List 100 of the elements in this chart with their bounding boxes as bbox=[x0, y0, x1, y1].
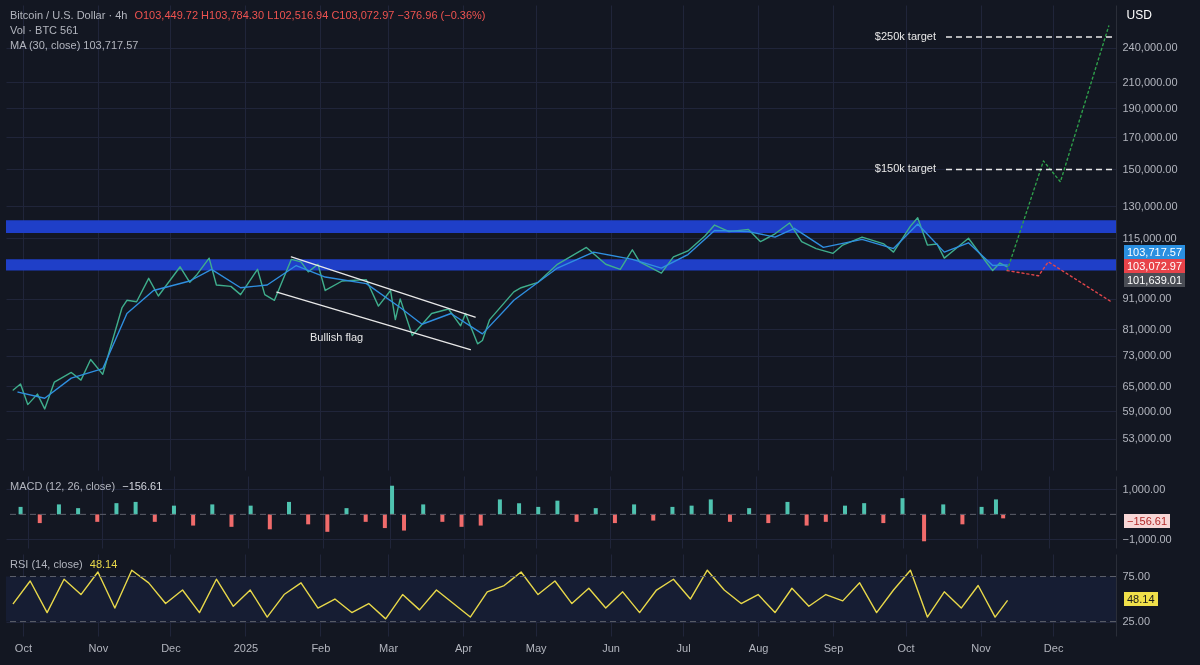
bar bbox=[574, 514, 579, 522]
bar bbox=[632, 504, 637, 515]
text: 101,639.01 bbox=[1124, 273, 1186, 287]
y-tick-label: 115,000.00 bbox=[1122, 231, 1177, 244]
x-tick-label: Jul bbox=[676, 641, 691, 654]
bar bbox=[344, 508, 349, 515]
y-tick-label: 53,000.00 bbox=[1122, 432, 1172, 445]
x-tick-label: Feb bbox=[311, 641, 331, 654]
x-tick-label: Dec bbox=[161, 641, 182, 654]
y-tick-label: 170,000.00 bbox=[1122, 130, 1178, 143]
x-tick-label: Nov bbox=[971, 641, 992, 654]
bar bbox=[536, 506, 541, 515]
bar bbox=[171, 505, 176, 515]
bar bbox=[421, 504, 426, 515]
bar bbox=[612, 514, 617, 524]
x-tick-label: Dec bbox=[1043, 641, 1064, 654]
bar bbox=[842, 505, 847, 515]
x-tick-label: Mar bbox=[379, 641, 399, 654]
chart-title: Bitcoin / U.S. Dollar · 4h bbox=[10, 9, 128, 21]
chart-title: RSI (14, close) bbox=[10, 558, 83, 570]
x-tick-label: Oct bbox=[897, 641, 915, 654]
chart-subtitle: −156.61 bbox=[121, 480, 163, 492]
bar bbox=[979, 506, 984, 515]
y-axis-title: USD bbox=[1126, 7, 1153, 22]
bar bbox=[56, 504, 61, 515]
bar bbox=[18, 506, 23, 515]
y-tick-label: 81,000.00 bbox=[1122, 322, 1172, 335]
bar bbox=[306, 514, 311, 525]
line-series bbox=[12, 569, 1008, 620]
bar bbox=[993, 499, 998, 515]
bar bbox=[478, 514, 483, 526]
x-tick-label: May bbox=[525, 641, 547, 654]
x-tick-label: Aug bbox=[748, 641, 769, 654]
y-tick-label: 73,000.00 bbox=[1122, 349, 1172, 362]
y-tick-label: 75.00 bbox=[1122, 570, 1151, 583]
ref-line-label: $250k target bbox=[874, 30, 936, 43]
y-tick-label: −1,000.00 bbox=[1122, 532, 1172, 545]
bar bbox=[804, 514, 809, 526]
bar bbox=[922, 514, 927, 542]
bar bbox=[325, 514, 330, 532]
chart-subtitle: 48.14 bbox=[88, 558, 118, 570]
bar bbox=[459, 514, 464, 527]
bar bbox=[229, 514, 234, 527]
y-tick-label: 210,000.00 bbox=[1122, 75, 1178, 88]
y-tick-label: 65,000.00 bbox=[1122, 379, 1172, 392]
bar bbox=[210, 504, 215, 515]
bar bbox=[382, 514, 387, 529]
bar bbox=[689, 505, 694, 515]
bar bbox=[267, 514, 272, 530]
x-tick-label: Nov bbox=[88, 641, 109, 654]
x-tick-label: 2025 bbox=[233, 641, 259, 654]
x-tick-label: Jun bbox=[602, 641, 620, 654]
y-tick-label: 150,000.00 bbox=[1122, 162, 1178, 175]
text: 48.14 bbox=[1124, 592, 1158, 606]
text: 103,717.57 bbox=[1124, 245, 1186, 259]
bar bbox=[497, 499, 502, 515]
chart-title: MACD (12, 26, close) bbox=[10, 480, 116, 492]
line-series bbox=[1006, 261, 1112, 303]
x-tick-label: Sep bbox=[823, 641, 844, 654]
bar bbox=[390, 485, 395, 515]
bar bbox=[747, 508, 752, 515]
ref-line-label: $150k target bbox=[874, 162, 936, 175]
x-tick-label: Oct bbox=[14, 641, 32, 654]
bar bbox=[152, 514, 157, 522]
y-tick-label: 91,000.00 bbox=[1122, 292, 1172, 305]
bar bbox=[900, 498, 905, 515]
bar bbox=[191, 514, 196, 526]
bar bbox=[941, 504, 946, 515]
bar bbox=[708, 499, 713, 515]
text: 103,072.97 bbox=[1124, 259, 1186, 273]
annotation: Bullish flag bbox=[309, 330, 365, 344]
chart-subtitle: O103,449.72 H103,784.30 L102,516.94 C103,072.97 −376.96 (−0.36%) bbox=[133, 9, 486, 21]
y-tick-label: 190,000.00 bbox=[1122, 101, 1178, 114]
bar bbox=[593, 508, 598, 515]
bar bbox=[517, 503, 522, 515]
bar bbox=[402, 514, 407, 531]
bar bbox=[248, 505, 253, 515]
bar bbox=[862, 503, 867, 515]
bar bbox=[670, 506, 675, 515]
bar bbox=[95, 514, 100, 522]
bar bbox=[114, 503, 119, 515]
bar bbox=[823, 514, 828, 522]
bar bbox=[133, 501, 138, 515]
bar bbox=[555, 500, 560, 515]
x-tick-label: Apr bbox=[455, 641, 473, 654]
bar bbox=[766, 514, 771, 524]
bar bbox=[363, 514, 368, 522]
y-tick-label: 25.00 bbox=[1122, 615, 1151, 628]
bar bbox=[287, 501, 291, 515]
annotation: MA (30, close) 103,717.57 bbox=[10, 38, 140, 53]
bar bbox=[727, 514, 732, 522]
y-tick-label: 59,000.00 bbox=[1122, 404, 1172, 417]
line-series bbox=[1006, 25, 1110, 272]
y-tick-label: 1,000.00 bbox=[1122, 482, 1166, 495]
annotation: Vol · BTC 561 bbox=[10, 23, 80, 38]
text: −156.61 bbox=[1124, 514, 1171, 528]
y-tick-label: 240,000.00 bbox=[1122, 41, 1178, 54]
bar bbox=[76, 508, 81, 515]
bar bbox=[785, 501, 790, 515]
y-tick-label: 130,000.00 bbox=[1122, 199, 1178, 212]
